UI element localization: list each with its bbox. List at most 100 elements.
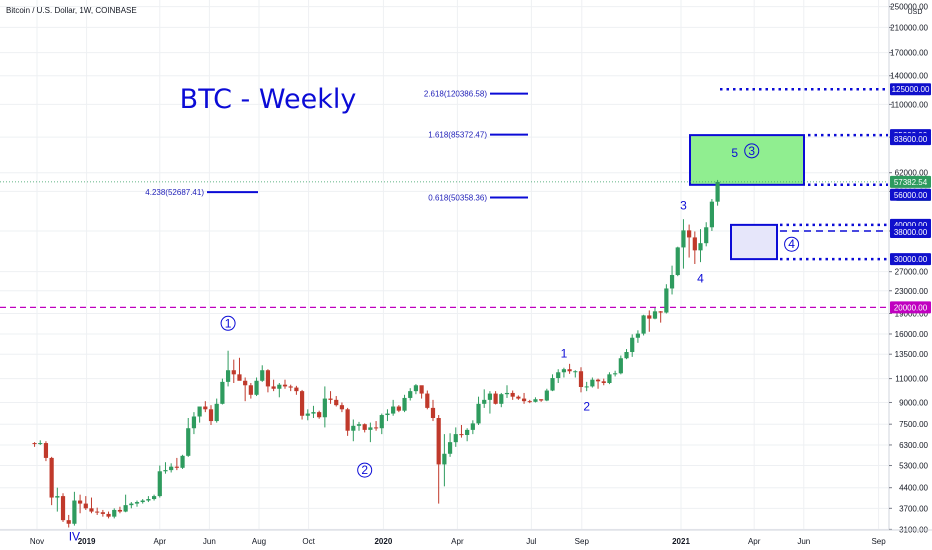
- wave-label: IV: [69, 530, 80, 544]
- candle-body: [402, 397, 407, 411]
- y-tick-label: 11000.00: [895, 375, 928, 384]
- candle-body: [334, 399, 339, 406]
- candle-body: [345, 409, 350, 431]
- candle-body: [157, 471, 162, 497]
- wave-label: 3: [748, 144, 755, 158]
- candle-body: [442, 453, 447, 465]
- candle-body: [191, 416, 197, 429]
- candle-body: [373, 427, 379, 429]
- candle-body: [430, 407, 436, 419]
- candle-body: [561, 369, 567, 373]
- candle-body: [556, 372, 561, 379]
- candle-body: [652, 311, 658, 319]
- y-tick-label: 170000.00: [890, 49, 928, 58]
- chart-headline: BTC - Weekly: [180, 84, 357, 115]
- symbol-title: Bitcoin / U.S. Dollar, 1W, COINBASE: [6, 6, 137, 15]
- annotations: 2.618(120386.58) 1.618(85372.47) 0.618(503…: [69, 90, 800, 544]
- x-tick-label: 2021: [672, 537, 690, 546]
- candle-body: [72, 500, 77, 524]
- candle-body: [669, 275, 675, 289]
- tag-20000: 20000.00: [894, 303, 928, 312]
- candle-body: [391, 406, 396, 414]
- candle-body: [544, 390, 549, 401]
- candle-body: [613, 373, 618, 375]
- candle-body: [106, 513, 111, 517]
- y-tick-label: 27000.00: [895, 268, 929, 277]
- candle-body: [95, 511, 100, 513]
- tag-83600: 83600.00: [894, 135, 928, 144]
- candle-body: [169, 466, 174, 471]
- candle-body: [362, 424, 367, 430]
- candle-body: [539, 399, 544, 401]
- wave4-zone-box: [730, 223, 778, 261]
- candle-body: [317, 412, 322, 418]
- time-axis[interactable]: Nov 2019 Apr Jun Aug Oct 2020 Apr Jul Sep 2021 Apr J…: [0, 529, 932, 546]
- x-tick-label: Jun: [797, 537, 810, 546]
- candle-body: [112, 509, 117, 517]
- candle-body: [425, 393, 430, 408]
- candle-body: [83, 503, 88, 509]
- y-tick-label: 23000.00: [895, 287, 929, 296]
- y-tick-label: 210000.00: [890, 23, 928, 32]
- candle-body: [658, 311, 663, 313]
- candle-body: [607, 374, 612, 383]
- wave-circle: [744, 143, 760, 159]
- candle-body: [351, 425, 356, 431]
- y-tick-label: 13500.00: [895, 350, 929, 359]
- fib-label: 0.618(50358.36): [428, 193, 487, 202]
- candle-body: [129, 503, 134, 506]
- x-tick-label: Sep: [871, 537, 886, 546]
- candle-body: [527, 401, 532, 403]
- wave-label: 1: [561, 346, 568, 360]
- candle-body: [698, 243, 703, 251]
- candles: [32, 179, 720, 528]
- candle-body: [203, 406, 208, 410]
- candle-body: [231, 370, 236, 375]
- y-tick-label: 7500.00: [899, 420, 928, 429]
- candle-body: [243, 380, 248, 386]
- candle-body: [265, 370, 271, 387]
- candle-body: [504, 392, 510, 395]
- candle-body: [664, 288, 669, 313]
- candle-body: [214, 403, 219, 422]
- wave-circle: [357, 462, 373, 478]
- candle-body: [163, 470, 168, 472]
- candle-body: [692, 237, 697, 251]
- candle-body: [220, 381, 225, 404]
- tag-56000-bg: [890, 188, 931, 201]
- candle-body: [578, 371, 584, 387]
- candle-body: [459, 434, 464, 436]
- y-tick-label: 62000.00: [895, 169, 929, 178]
- candle-body: [487, 393, 493, 400]
- candle-body: [260, 370, 265, 381]
- x-tick-label: 2020: [374, 537, 392, 546]
- candle-body: [573, 371, 578, 373]
- candle-body: [180, 455, 185, 468]
- candle-body: [521, 398, 527, 402]
- candle-body: [146, 499, 151, 501]
- y-tick-label: 110000.00: [891, 100, 929, 109]
- candle-body: [356, 424, 362, 426]
- candle-body: [647, 315, 652, 319]
- candle-body: [311, 412, 316, 414]
- candle-body: [590, 379, 595, 387]
- candle-body: [248, 385, 253, 395]
- x-tick-label: Sep: [575, 537, 590, 546]
- candle-body: [709, 201, 714, 228]
- candle-body: [618, 358, 623, 374]
- wave-label: 2: [361, 463, 368, 477]
- candle-body: [533, 399, 538, 402]
- target-zone-box: [689, 134, 805, 186]
- candle-body: [675, 247, 680, 276]
- candle-body: [55, 496, 60, 498]
- candle-body: [595, 379, 601, 382]
- candle-body: [174, 466, 179, 468]
- candle-body: [510, 392, 515, 397]
- wave-label: 4: [697, 271, 704, 285]
- tag-125000: 125000.00: [892, 85, 930, 94]
- candle-body: [624, 352, 629, 359]
- tag-38000-bg: [890, 225, 931, 238]
- candle-body: [32, 443, 37, 445]
- candle-body: [123, 505, 128, 512]
